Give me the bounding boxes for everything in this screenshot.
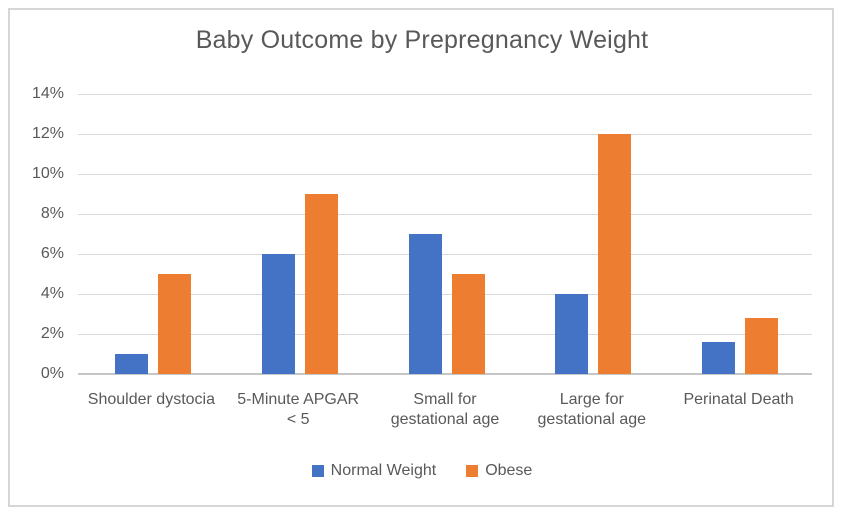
gridline [78,134,812,135]
gridline [78,94,812,95]
y-tick-label: 6% [40,245,64,262]
gridline [78,334,812,335]
gridline [78,294,812,295]
y-tick-label: 12% [31,125,64,142]
x-category-label: 5-Minute APGAR < 5 [237,391,360,428]
x-category-label: Perinatal Death [683,391,794,408]
x-category-cell: 5-Minute APGAR < 5 [225,390,372,430]
legend-item-normal-weight[interactable]: Normal Weight [311,462,437,480]
legend-swatch-icon [311,465,324,477]
x-category-cell: Perinatal Death [665,390,812,430]
bar-normal-weight[interactable] [702,342,736,374]
bar-obese[interactable] [598,134,632,374]
bar-obese[interactable] [304,194,338,374]
x-axis-category-labels: Shoulder dystocia 5-Minute APGAR < 5 Small… [78,390,812,430]
chart-title: Baby Outcome by Prepregnancy Weight [195,26,649,54]
bar-normal-weight[interactable] [261,254,295,374]
gridline [78,214,812,215]
bar-obese[interactable] [157,274,191,374]
bar-normal-weight[interactable] [408,234,442,374]
legend-label: Obese [485,462,533,479]
y-tick-label: 8% [40,205,64,222]
x-category-label: Small for gestational age [390,391,500,428]
y-axis-tick-labels: 0% 2% 4% 6% 8% 10% 12% 14% [0,85,64,382]
y-tick-label: 14% [31,85,64,102]
x-category-label: Shoulder dystocia [87,391,215,408]
bar-obese[interactable] [745,318,779,374]
y-tick-label: 4% [40,285,64,302]
legend: Normal Weight Obese [0,462,844,480]
bar-obese[interactable] [451,274,485,374]
plot-area [78,94,812,375]
x-category-cell: Shoulder dystocia [78,390,225,430]
y-tick-label: 10% [31,165,64,182]
y-tick-label: 2% [40,325,64,342]
legend-item-obese[interactable]: Obese [466,462,532,480]
x-axis-line [78,373,812,375]
bar-normal-weight[interactable] [555,294,589,374]
x-category-cell: Large for gestational age [518,390,665,430]
x-category-label: Large for gestational age [537,391,647,428]
legend-label: Normal Weight [330,462,437,479]
gridline [78,174,812,175]
legend-swatch-icon [466,465,479,477]
gridline [78,254,812,255]
y-tick-label: 0% [40,365,64,382]
bar-normal-weight[interactable] [114,354,148,374]
x-category-cell: Small for gestational age [372,390,519,430]
